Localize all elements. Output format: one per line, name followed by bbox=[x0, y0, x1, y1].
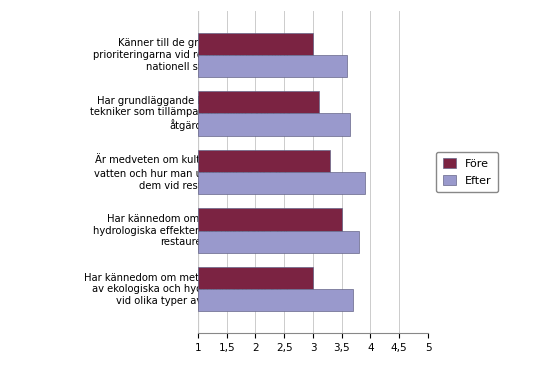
Bar bbox=[198, 150, 330, 172]
Bar bbox=[198, 55, 348, 77]
Bar bbox=[198, 208, 342, 231]
Bar bbox=[198, 172, 365, 194]
Bar bbox=[198, 91, 319, 113]
Bar bbox=[198, 113, 350, 136]
Bar bbox=[198, 267, 313, 289]
Legend: Före, Efter: Före, Efter bbox=[436, 152, 498, 192]
Bar bbox=[198, 33, 313, 55]
Bar bbox=[198, 289, 353, 311]
Bar bbox=[198, 231, 359, 253]
